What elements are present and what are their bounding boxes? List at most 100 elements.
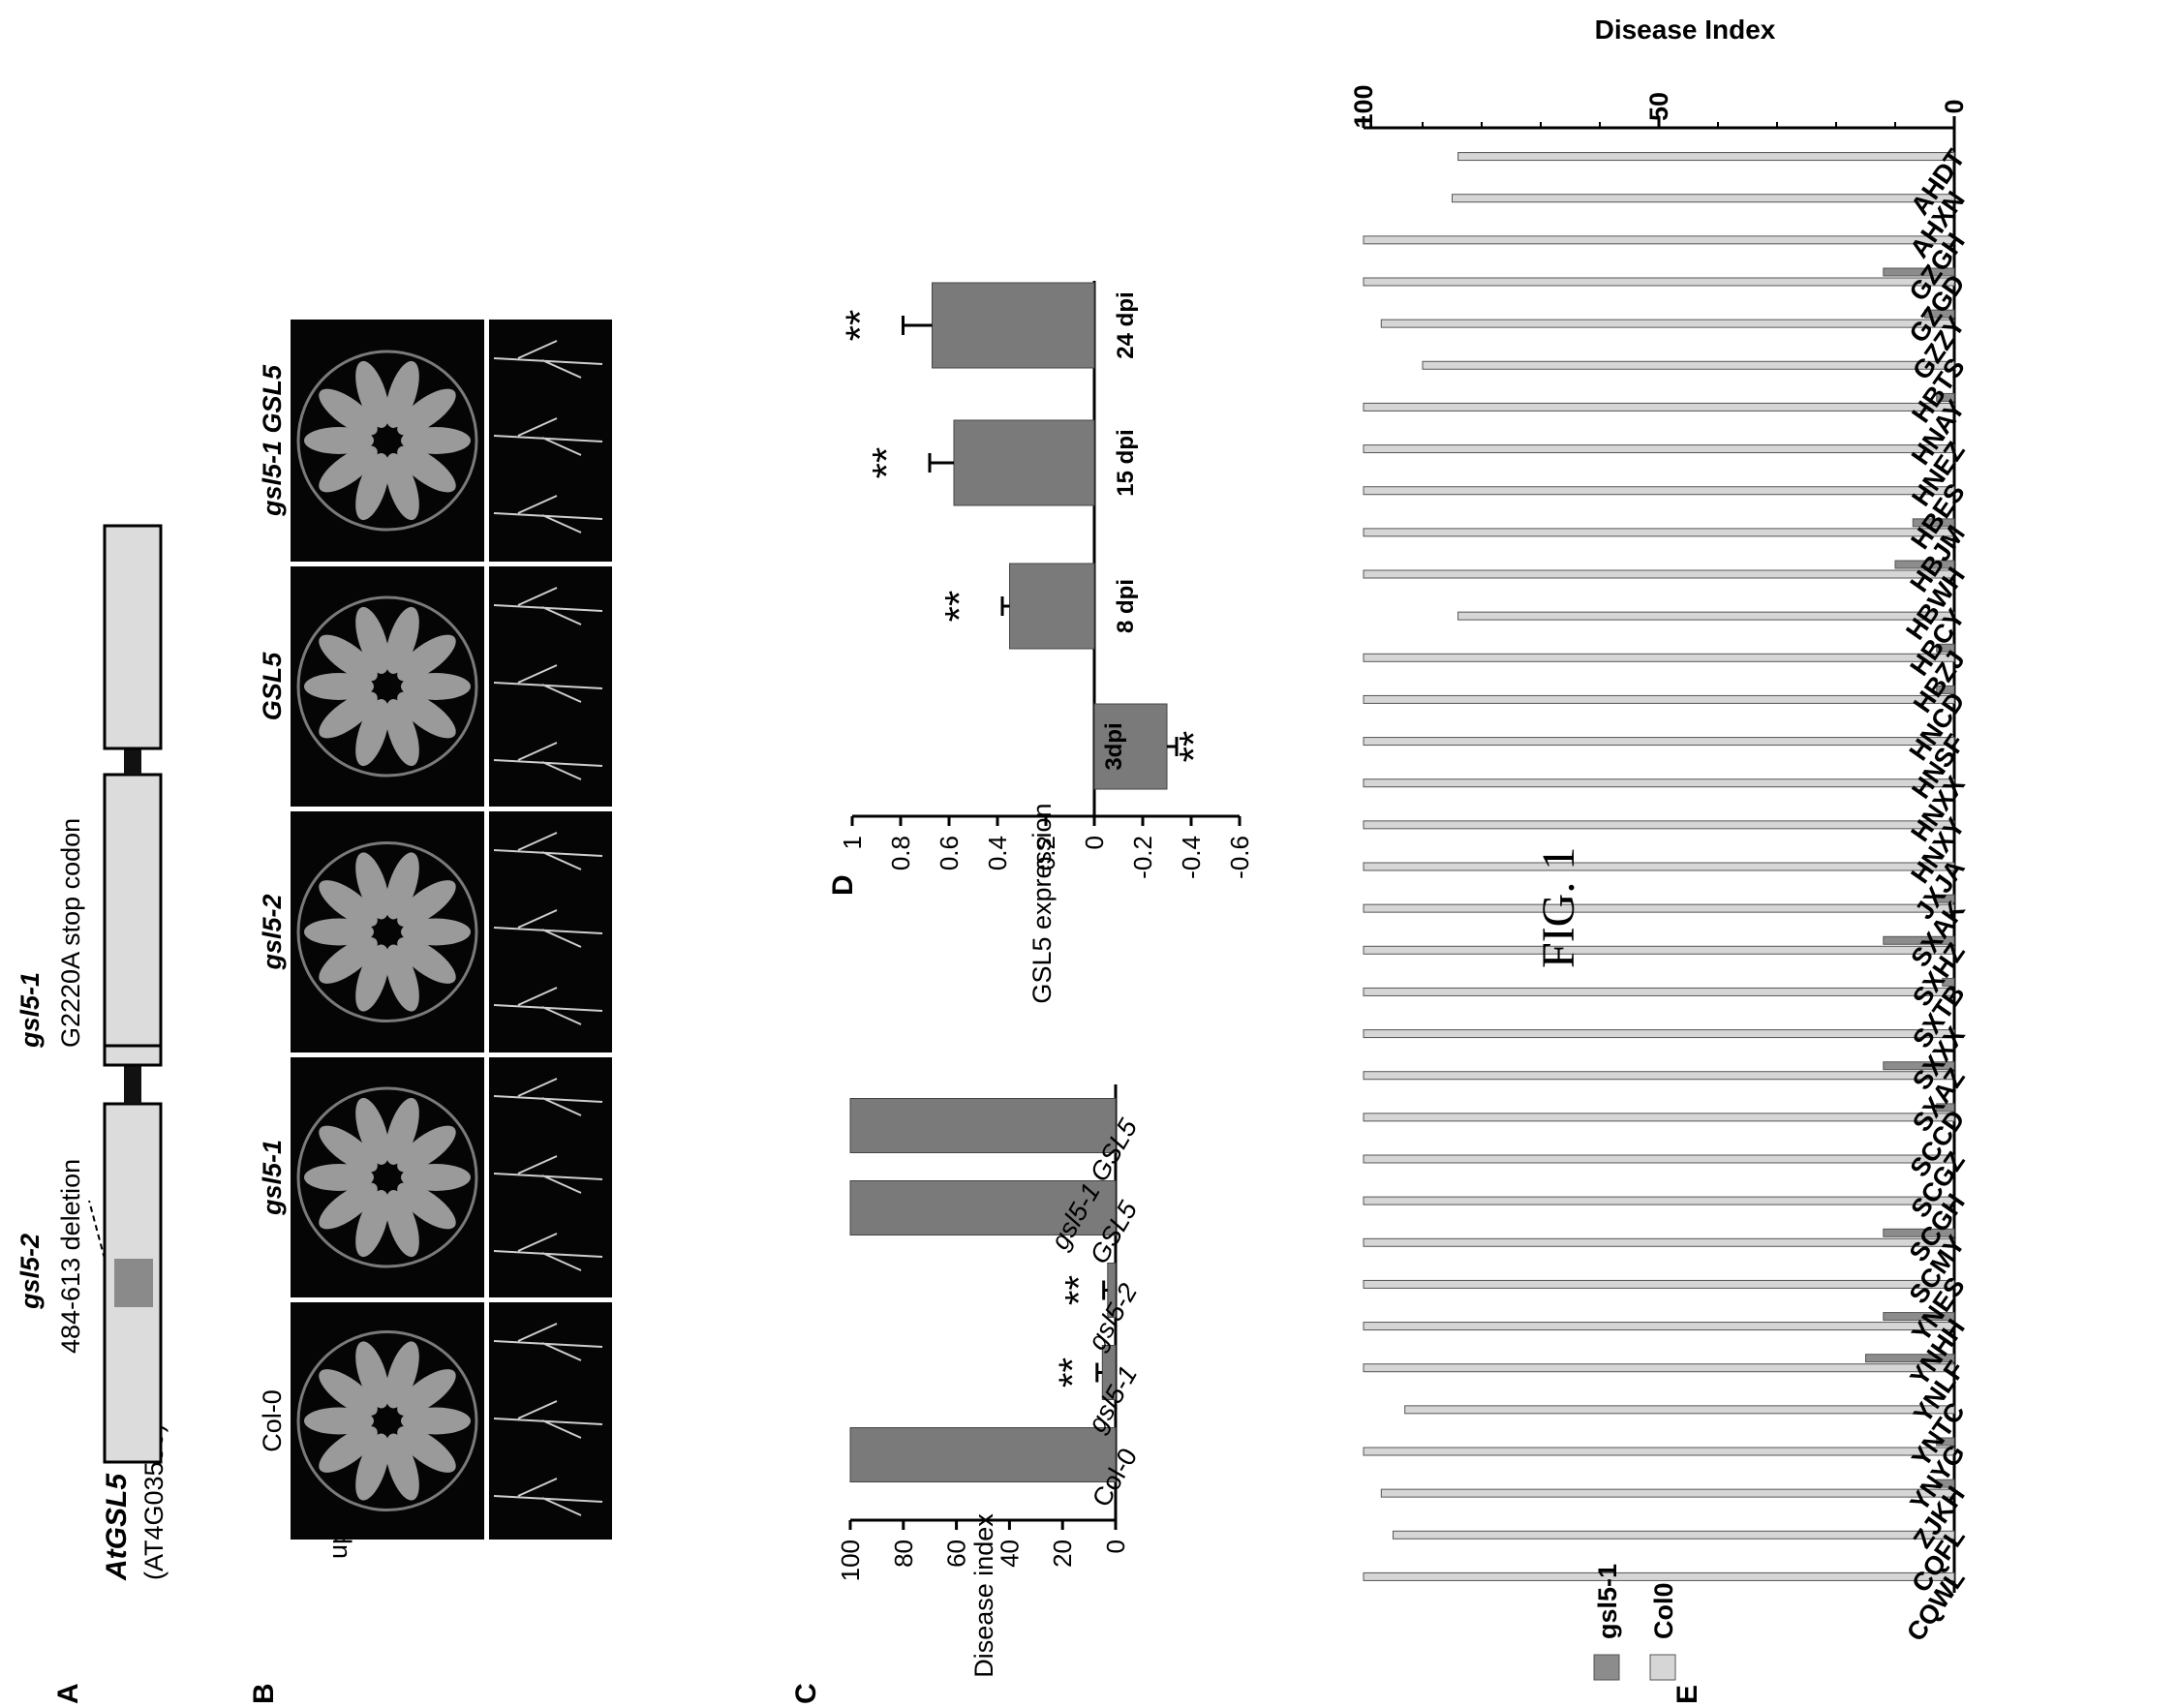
rosette-leaf	[385, 453, 419, 521]
pot-outline	[296, 595, 478, 778]
rosette-leaf	[397, 1182, 456, 1230]
bar-gsl5-1-gzgd	[1883, 267, 1955, 277]
value-tick-label: -0.2	[1128, 836, 1157, 879]
significance-marker: **	[936, 591, 982, 623]
value-tick-label: 0.2	[1031, 836, 1060, 870]
bar-col0-hbcy	[1457, 611, 1955, 621]
rosette-leaf	[304, 918, 374, 946]
bar-gsl5-1-ynyg	[1936, 1437, 1955, 1447]
category-label-3dpi: 3dpi	[1101, 722, 1127, 770]
value-axis-title: Disease index	[969, 1513, 998, 1678]
bar-gsl5-1-sxaz	[1883, 1061, 1955, 1071]
rosette-leaf	[385, 944, 419, 1012]
rosette-leaf	[319, 1182, 378, 1230]
rosette-leaf	[319, 388, 378, 436]
legend-swatch-col0	[1649, 1654, 1676, 1681]
bar-gsl5-1-hnay	[1936, 392, 1955, 402]
bar-gsl5-1-sxtb	[1942, 977, 1955, 987]
value-tick-label: -0.6	[1225, 836, 1254, 879]
value-tick-label: 50	[1644, 92, 1673, 121]
bar-gsl5	[849, 1180, 1117, 1235]
bar-col0-yntc	[1404, 1405, 1955, 1415]
intron-2	[124, 748, 141, 775]
column-label-gsl5-2: gsl5-2	[258, 894, 287, 970]
pot-outline	[296, 841, 478, 1022]
bar-gsl5-1-gsl5	[849, 1098, 1117, 1153]
value-tick-label: 40	[995, 1540, 1024, 1568]
photo-roots-gsl5-2	[489, 811, 612, 1052]
bar-col0-ynlf	[1363, 1363, 1955, 1373]
root-strand	[493, 832, 603, 870]
bar-col0-cqwl	[1363, 1571, 1955, 1581]
rosette-leaf	[319, 634, 378, 682]
bar-col0-sxxx	[1363, 1029, 1955, 1039]
bar-col0-hnez	[1363, 444, 1955, 454]
root-strand	[493, 1155, 603, 1194]
rosette-leaf	[385, 852, 419, 920]
rosette-leaf	[385, 1097, 419, 1165]
bar-col0-hnsf	[1363, 737, 1955, 747]
bar-col0-scgh	[1363, 1196, 1955, 1205]
rosette-leaf	[397, 1425, 456, 1473]
allele-gsl5-2-desc: 484-613 deletion	[56, 1159, 85, 1354]
rosette-leaf	[385, 1190, 419, 1258]
rosette-leaf	[385, 606, 419, 674]
rosette-leaf	[397, 936, 456, 984]
rosette-leaf	[355, 1341, 389, 1409]
bar-gsl5-1-hbzj	[1936, 643, 1955, 653]
bar-15-dpi	[953, 419, 1095, 506]
root-strand	[493, 417, 603, 456]
exon-3	[103, 524, 163, 750]
bar-col0-hbjm	[1363, 528, 1955, 537]
bar-col0-ahxn	[1452, 194, 1955, 203]
root-strand	[493, 987, 603, 1025]
significance-marker: **	[864, 447, 909, 479]
rosette-leaf	[304, 427, 374, 454]
rosette-leaf	[355, 453, 389, 521]
rosette-leaf	[304, 673, 374, 700]
bar-gsl5-1-sccd	[1936, 1103, 1955, 1113]
gene-name: AtGSL5	[101, 1473, 133, 1581]
value-axis-title: GSL5 expression	[1027, 803, 1057, 1003]
deletion-pointer	[88, 1200, 106, 1260]
legend-label-col0: Col0	[1649, 1582, 1678, 1639]
value-tick-label: 80	[889, 1540, 918, 1568]
rosette-leaf	[355, 699, 389, 767]
significance-marker: **	[1171, 731, 1216, 763]
bar-col0-hnxx	[1363, 778, 1955, 788]
rosette-leaf	[319, 1425, 378, 1473]
plant-photo-grid: Col-0 gsl5-1 gsl5-2 GSL5 gsl5-1 GSL5	[258, 320, 612, 1540]
value-tick-label: 0.6	[935, 836, 964, 870]
bar-gsl5-1-ynhh	[1883, 1312, 1955, 1322]
column-label-gsl5-1-gsl5: gsl5-1 GSL5	[258, 364, 287, 517]
bar-col0-ahdt	[1457, 152, 1955, 162]
panel-label-e: E	[1671, 1685, 1703, 1704]
rosette-leaf	[319, 445, 378, 493]
bar-col0-jxja	[1363, 862, 1955, 871]
category-label-24-dpi: 24 dpi	[1113, 291, 1139, 358]
rosette-leaf	[401, 918, 471, 946]
legend-swatch-gsl5-1	[1593, 1654, 1620, 1681]
rosette-leaf	[319, 1125, 378, 1173]
bar-24-dpi	[932, 282, 1095, 369]
root-strand	[493, 1400, 603, 1439]
rosette-leaf	[397, 445, 456, 493]
rosette-leaf	[319, 936, 378, 984]
intron-1	[124, 1065, 141, 1104]
value-tick-label: 100	[836, 1540, 865, 1581]
value-tick-label: -0.4	[1177, 836, 1206, 879]
bar-col0-sxaz	[1363, 1071, 1955, 1081]
category-label-8-dpi: 8 dpi	[1113, 579, 1139, 633]
rosette-leaf	[397, 1369, 456, 1417]
root-strand	[493, 1233, 603, 1271]
rosette-leaf	[401, 1407, 471, 1435]
bar-gsl5-1-sxak	[1936, 894, 1955, 903]
rosette-leaf	[355, 1097, 389, 1165]
pot-outline	[296, 1086, 478, 1268]
bar-col0-zjkh	[1380, 1488, 1955, 1498]
rosette-leaf	[319, 691, 378, 739]
root-strand	[493, 742, 603, 780]
value-tick-label: 0	[1080, 836, 1109, 849]
significance-marker: **	[1052, 1357, 1094, 1388]
